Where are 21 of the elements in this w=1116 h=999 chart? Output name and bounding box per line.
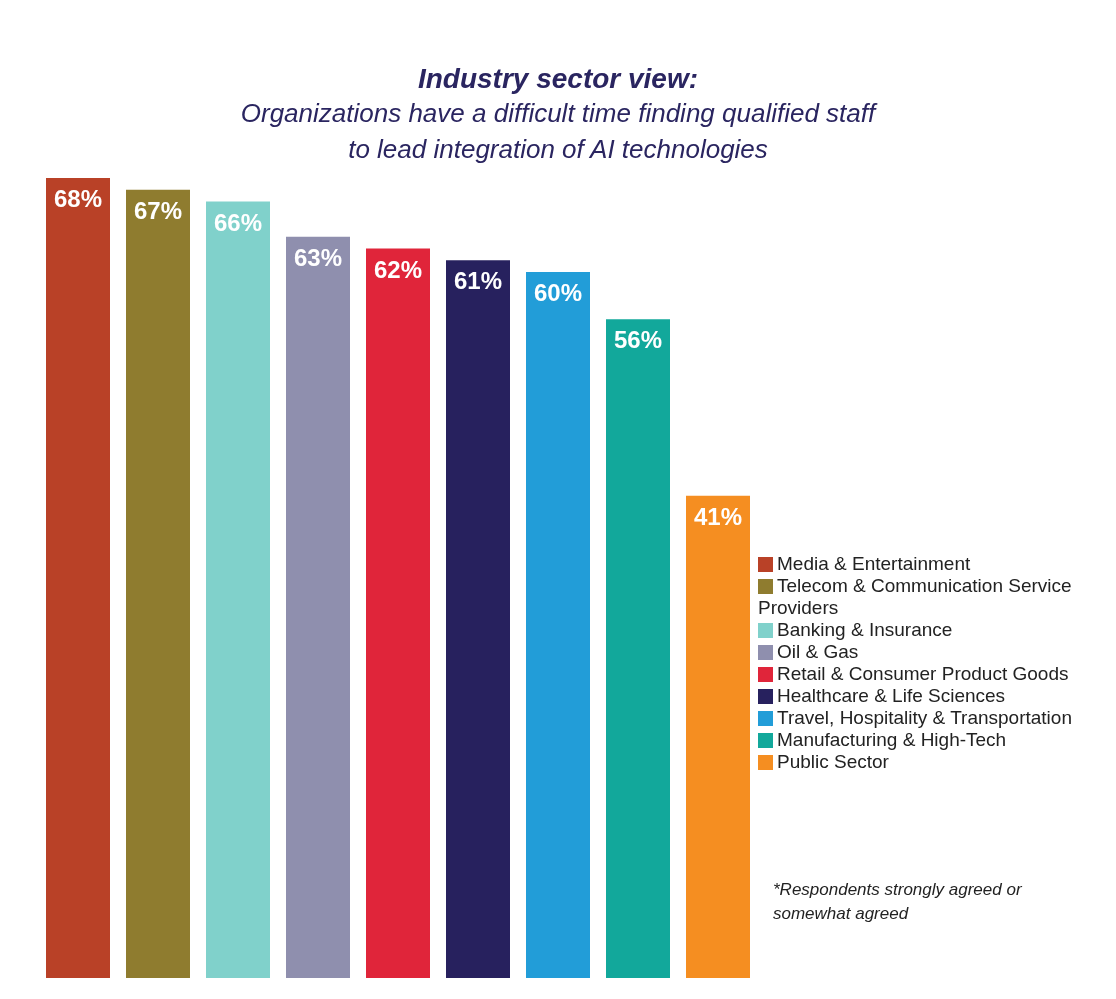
legend-label: Telecom & Communication Service Providers: [758, 575, 1072, 618]
chart-subtitle: Organizations have a difficult time finding qualified staff to lead integration of AI technologies: [239, 97, 879, 166]
data-label: 68%: [53, 185, 103, 213]
legend-label: Travel, Hospitality & Transportation: [777, 707, 1072, 728]
chart-title: Industry sector view:: [416, 63, 700, 95]
data-label: 63%: [293, 243, 343, 271]
legend-label: Public Sector: [777, 751, 889, 772]
legend-label: Banking & Insurance: [777, 619, 953, 640]
legend-label: Retail & Consumer Product Goods: [777, 663, 1069, 684]
data-label: 67%: [133, 196, 183, 224]
legend-label: Media & Entertainment: [777, 553, 971, 574]
legend-label: Oil & Gas: [777, 641, 859, 662]
data-label: 41%: [693, 502, 743, 530]
data-label: 61%: [453, 267, 503, 295]
data-label: 62%: [373, 255, 423, 283]
data-label: 66%: [213, 208, 263, 236]
text: *Respondents strongly agreed or somewhat agreed: [773, 879, 1023, 925]
data-label: 56%: [613, 326, 663, 354]
legend-label: Healthcare & Life Sciences: [777, 685, 1006, 706]
legend-label: Manufacturing & High-Tech: [777, 729, 1007, 750]
data-label: 60%: [533, 279, 583, 307]
